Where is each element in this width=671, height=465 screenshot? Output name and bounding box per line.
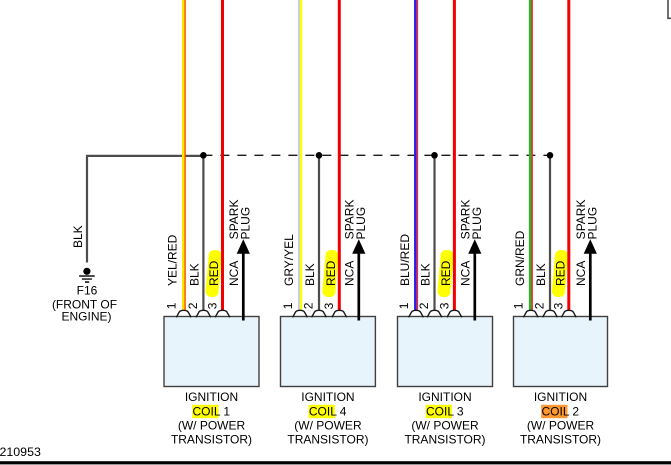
svg-text:RED: RED bbox=[554, 260, 568, 286]
svg-text:SPARK: SPARK bbox=[343, 200, 357, 240]
svg-text:3: 3 bbox=[437, 302, 451, 309]
svg-text:PLUG: PLUG bbox=[238, 207, 252, 240]
svg-text:COIL 2: COIL 2 bbox=[542, 405, 580, 419]
svg-text:1: 1 bbox=[165, 302, 179, 309]
svg-text:1: 1 bbox=[512, 302, 526, 309]
svg-text:TRANSISTOR): TRANSISTOR) bbox=[520, 432, 601, 446]
svg-text:BLK: BLK bbox=[303, 263, 317, 286]
svg-text:IGNITION: IGNITION bbox=[301, 390, 354, 404]
svg-text:(W/ POWER: (W/ POWER bbox=[294, 418, 362, 432]
svg-text:COIL 3: COIL 3 bbox=[426, 405, 464, 419]
svg-text:3: 3 bbox=[552, 302, 566, 309]
svg-text:BLK: BLK bbox=[187, 263, 201, 286]
svg-text:PLUG: PLUG bbox=[585, 207, 599, 240]
svg-text:2: 2 bbox=[186, 302, 200, 309]
svg-text:F16: F16 bbox=[77, 284, 98, 298]
svg-text:GRY/YEL: GRY/YEL bbox=[282, 234, 296, 286]
svg-text:(FRONT OF: (FRONT OF bbox=[52, 297, 117, 311]
svg-text:(W/ POWER: (W/ POWER bbox=[527, 418, 595, 432]
svg-text:GRN/RED: GRN/RED bbox=[513, 230, 527, 286]
svg-text:SPARK: SPARK bbox=[574, 200, 588, 240]
svg-text:RED: RED bbox=[207, 260, 221, 286]
svg-text:ENGINE): ENGINE) bbox=[61, 309, 111, 323]
svg-text:NCA: NCA bbox=[227, 261, 241, 286]
svg-text:3: 3 bbox=[205, 302, 219, 309]
svg-text:NCA: NCA bbox=[574, 261, 588, 286]
svg-text:BLU/RED: BLU/RED bbox=[398, 234, 412, 286]
svg-text:RED: RED bbox=[324, 260, 338, 286]
svg-text:YEL/RED: YEL/RED bbox=[166, 234, 180, 286]
svg-text:IGNITION: IGNITION bbox=[534, 390, 587, 404]
svg-text:TRANSISTOR): TRANSISTOR) bbox=[404, 432, 485, 446]
svg-text:RED: RED bbox=[439, 260, 453, 286]
svg-text:TRANSISTOR): TRANSISTOR) bbox=[171, 432, 252, 446]
svg-text:SPARK: SPARK bbox=[227, 200, 241, 240]
svg-text:1: 1 bbox=[281, 302, 295, 309]
svg-text:IGNITION: IGNITION bbox=[185, 390, 238, 404]
svg-text:2: 2 bbox=[302, 302, 316, 309]
svg-text:BLK: BLK bbox=[534, 263, 548, 286]
svg-text:SPARK: SPARK bbox=[459, 200, 473, 240]
svg-text:PLUG: PLUG bbox=[354, 207, 368, 240]
svg-text:2: 2 bbox=[533, 302, 547, 309]
svg-text:NCA: NCA bbox=[459, 261, 473, 286]
svg-text:COIL 1: COIL 1 bbox=[193, 405, 231, 419]
svg-text:COIL 4: COIL 4 bbox=[309, 405, 347, 419]
svg-text:BLK: BLK bbox=[71, 225, 85, 248]
svg-text:NCA: NCA bbox=[343, 261, 357, 286]
svg-text:PLUG: PLUG bbox=[470, 207, 484, 240]
svg-text:210953: 210953 bbox=[0, 445, 41, 459]
svg-text:(W/ POWER: (W/ POWER bbox=[411, 418, 479, 432]
svg-text:2: 2 bbox=[417, 302, 431, 309]
svg-text:3: 3 bbox=[322, 302, 336, 309]
svg-text:TRANSISTOR): TRANSISTOR) bbox=[287, 432, 368, 446]
svg-text:1: 1 bbox=[397, 302, 411, 309]
svg-text:IGNITION: IGNITION bbox=[418, 390, 471, 404]
svg-text:(W/ POWER: (W/ POWER bbox=[178, 418, 246, 432]
svg-text:BLK: BLK bbox=[419, 263, 433, 286]
